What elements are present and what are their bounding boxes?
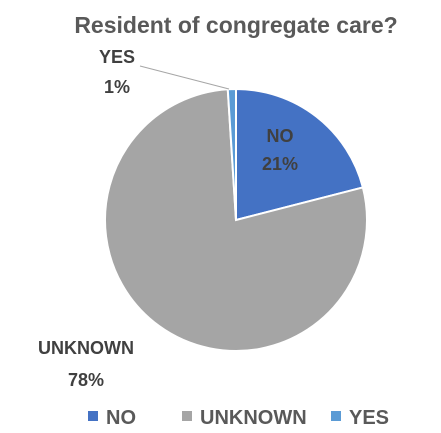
chart-title: Resident of congregate care? xyxy=(74,12,397,38)
data-label-name-yes: YES xyxy=(99,47,135,67)
data-label-value-unknown: 78% xyxy=(68,370,104,390)
pie-slices xyxy=(103,87,368,352)
pie-slice-unknown xyxy=(103,88,368,352)
data-label-name-unknown: UNKNOWN xyxy=(38,338,134,358)
pie-slice-no xyxy=(235,87,365,222)
legend-swatch-yes xyxy=(331,411,341,421)
data-labels: NO 21% UNKNOWN 78% YES 1% xyxy=(38,47,298,390)
pie-slice-yes xyxy=(226,87,237,221)
legend-swatch-unknown xyxy=(182,411,192,421)
legend-swatch-no xyxy=(88,411,98,421)
legend: NO UNKNOWN YES xyxy=(88,407,389,429)
legend-label-no: NO xyxy=(106,407,136,429)
data-label-value-no: 21% xyxy=(262,154,298,174)
legend-label-yes: YES xyxy=(349,407,389,429)
data-label-value-yes: 1% xyxy=(104,77,130,97)
data-label-name-no: NO xyxy=(267,126,294,146)
legend-label-unknown: UNKNOWN xyxy=(200,407,307,429)
yes-leader-line xyxy=(139,65,230,90)
